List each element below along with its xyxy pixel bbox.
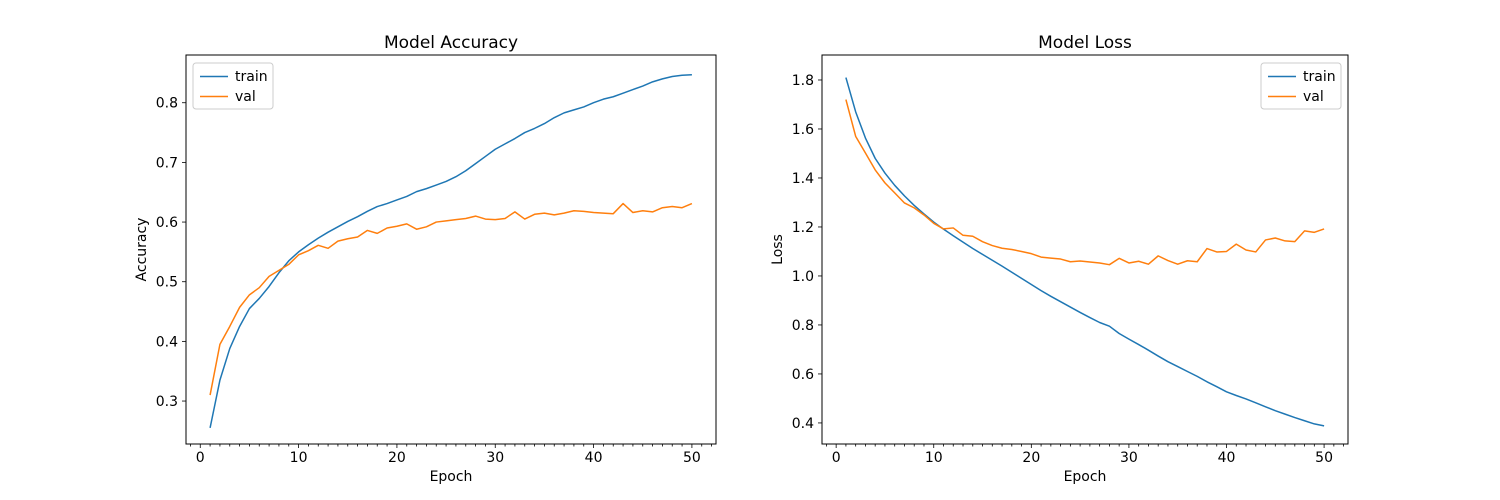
x-tick-label: 20 (388, 450, 406, 466)
x-tick-label: 10 (290, 450, 308, 466)
subplot-model-accuracy: 0 10 20 30 40 50 0.3 0.4 0.5 0.6 0.7 0.8 Model Accur… (134, 33, 717, 485)
legend-label-val: val (235, 89, 256, 105)
y-tick-label: 0.8 (792, 318, 814, 334)
legend-label-val: val (1303, 89, 1324, 105)
legend: train val (1260, 62, 1342, 110)
y-tick-label: 0.4 (792, 416, 814, 432)
x-tick-label: 0 (196, 450, 205, 466)
legend-box (192, 62, 274, 110)
x-tick-label: 50 (1315, 450, 1333, 466)
x-tick-label: 40 (1218, 450, 1236, 466)
y-tick-label: 1.6 (792, 122, 814, 138)
y-axis-label: Accuracy (134, 218, 150, 282)
y-tick-label: 0.7 (156, 155, 178, 171)
y-tick-label: 1.4 (792, 171, 814, 187)
x-tick-label: 10 (925, 450, 943, 466)
x-axis-label: Epoch (430, 469, 473, 485)
y-axis-label: Loss (770, 234, 786, 265)
plot-border (821, 54, 1349, 445)
y-tick-label: 0.8 (156, 96, 178, 112)
y-tick-label: 0.4 (156, 334, 178, 350)
y-tick-label: 1.2 (792, 220, 814, 236)
x-tick-label: 30 (1120, 450, 1138, 466)
subplot-model-loss: 0 10 20 30 40 50 0.4 0.6 0.8 1.0 1.2 1.4 1.6 1.8 Model… (770, 33, 1349, 485)
series-line-train (209, 73, 692, 429)
legend-label-train: train (1303, 69, 1336, 85)
x-tick-label: 0 (832, 450, 841, 466)
x-axis-label: Epoch (1064, 469, 1107, 485)
series-line-val (209, 202, 693, 396)
x-tick-label: 20 (1022, 450, 1040, 466)
x-tick-label: 40 (585, 450, 603, 466)
y-tick-label: 0.3 (156, 394, 178, 410)
chart-title: Model Accuracy (384, 33, 518, 53)
chart-title: Model Loss (1038, 33, 1132, 53)
y-tick-label: 0.6 (156, 215, 178, 231)
legend-box (1260, 62, 1342, 110)
y-tick-label: 0.5 (156, 275, 178, 291)
series-line-val (845, 99, 1325, 266)
legend: train val (192, 62, 274, 110)
series-line-train (845, 77, 1325, 427)
legend-label-train: train (235, 69, 268, 85)
plot-border (185, 54, 717, 445)
x-tick-label: 30 (486, 450, 504, 466)
y-tick-label: 1.8 (792, 73, 814, 89)
x-tick-label: 50 (683, 450, 701, 466)
y-tick-label: 0.6 (792, 367, 814, 383)
y-tick-label: 1.0 (792, 269, 814, 285)
